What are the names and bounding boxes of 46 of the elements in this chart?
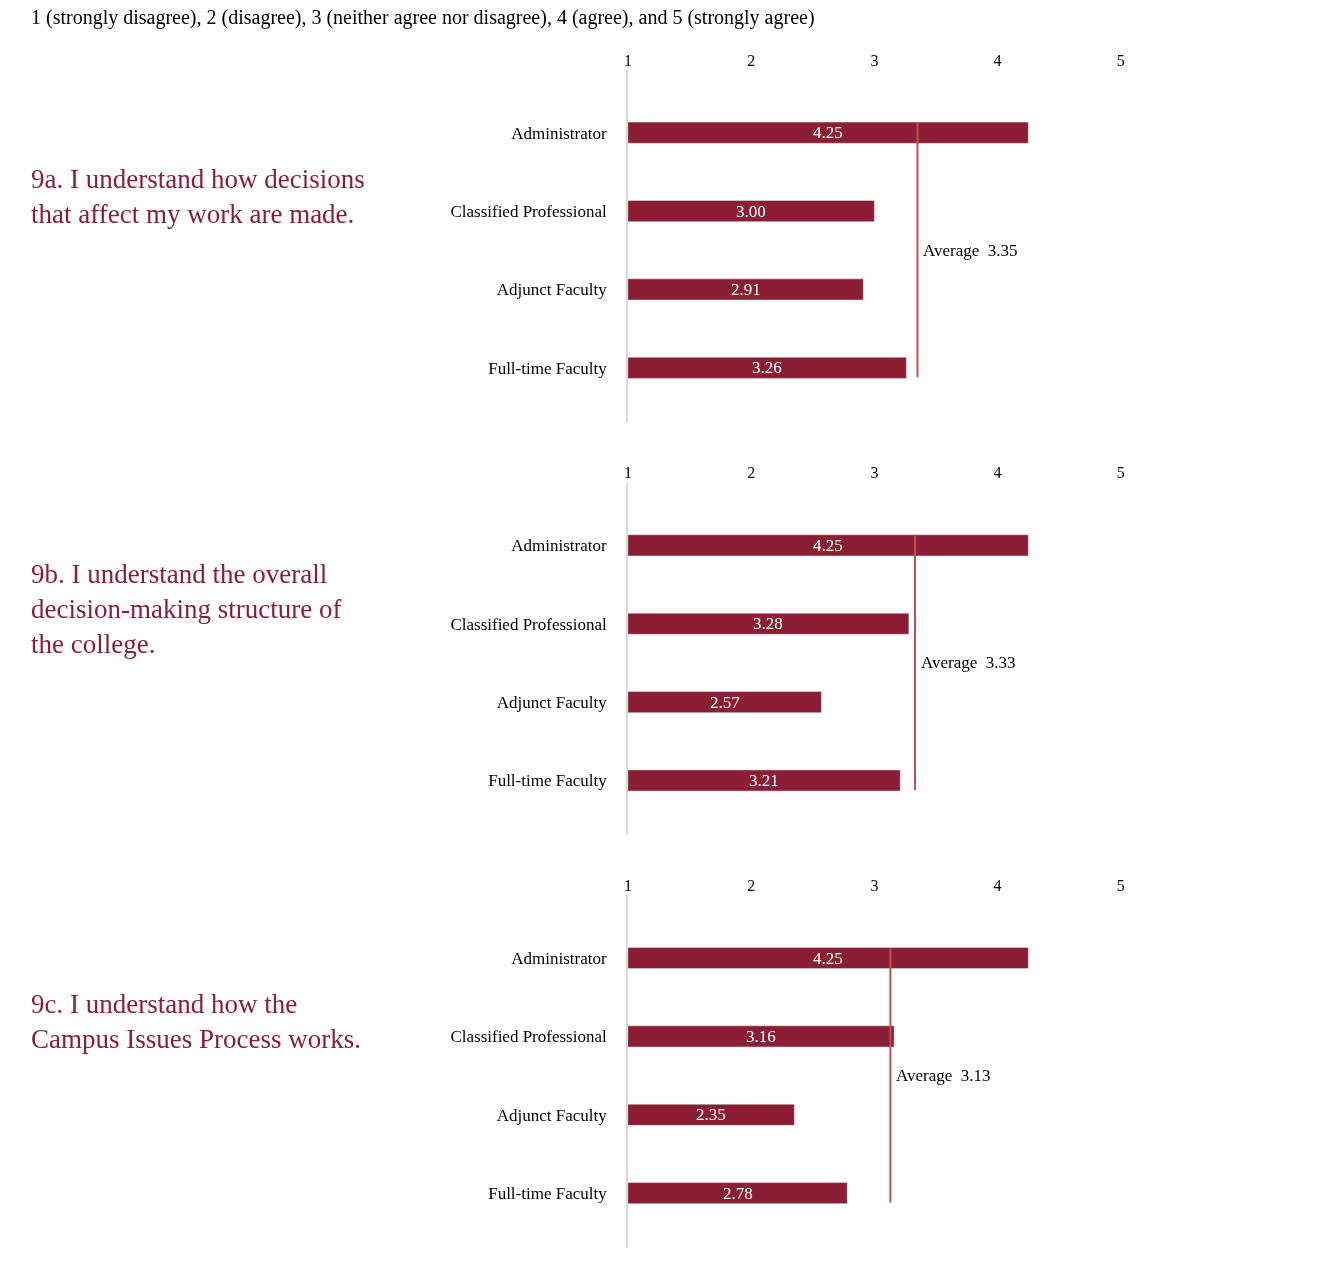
ref-line-label: Average 3.33 bbox=[921, 653, 1016, 672]
data-label: 3.16 bbox=[746, 1027, 776, 1046]
y-tick-label: Administrator bbox=[511, 123, 608, 143]
y-tick-label: Administrator bbox=[511, 536, 608, 556]
text: 9b. I understand the overall decision-making structure of the college. bbox=[31, 559, 342, 660]
y-tick-label: Adjunct Faculty bbox=[496, 1105, 608, 1125]
y-tick-label: Adjunct Faculty bbox=[496, 693, 608, 713]
x-tick-label: 1 bbox=[624, 877, 633, 895]
data-label: 3.26 bbox=[752, 358, 782, 377]
data-label: 2.57 bbox=[710, 693, 741, 712]
y-tick-label: Full-time Faculty bbox=[488, 1184, 608, 1204]
data-label: 2.78 bbox=[723, 1184, 753, 1203]
x-tick-label: 3 bbox=[870, 464, 879, 482]
x-tick-label: 1 bbox=[624, 51, 633, 69]
x-tick-label: 3 bbox=[870, 877, 879, 895]
y-tick-label: Full-time Faculty bbox=[488, 358, 608, 378]
ref-line-label: Average 3.13 bbox=[896, 1066, 991, 1085]
x-tick-label: 1 bbox=[624, 464, 633, 482]
x-tick-label: 4 bbox=[993, 51, 1002, 69]
x-tick-label: 5 bbox=[1116, 464, 1125, 482]
y-tick-label: Classified Professional bbox=[450, 1027, 607, 1047]
x-tick-label: 2 bbox=[747, 877, 756, 895]
text: 1 (strongly disagree), 2 (disagree), 3 (neither agree nor disagree), 4 (agree), and 5 (strongly agree) bbox=[31, 6, 815, 29]
x-tick-label: 2 bbox=[747, 51, 756, 69]
data-label: 2.91 bbox=[731, 280, 761, 299]
x-tick-label: 4 bbox=[993, 464, 1002, 482]
x-tick-label: 3 bbox=[870, 51, 879, 69]
y-tick-label: Full-time Faculty bbox=[488, 771, 608, 791]
y-tick-label: Classified Professional bbox=[450, 614, 607, 634]
data-label: 3.21 bbox=[749, 771, 779, 790]
x-tick-label: 5 bbox=[1116, 877, 1125, 895]
data-label: 3.28 bbox=[753, 614, 783, 633]
x-tick-label: 5 bbox=[1116, 51, 1125, 69]
data-label: 4.25 bbox=[813, 949, 843, 968]
data-label: 2.35 bbox=[696, 1105, 726, 1124]
text: 9a. I understand how decisions that affect my work are made. bbox=[31, 164, 365, 230]
y-tick-label: Administrator bbox=[511, 948, 608, 968]
y-tick-label: Adjunct Faculty bbox=[496, 280, 608, 300]
text: 9c. I understand how the Campus Issues Process works. bbox=[31, 989, 361, 1055]
x-tick-label: 2 bbox=[747, 464, 756, 482]
ref-line-label: Average 3.35 bbox=[923, 241, 1018, 260]
data-label: 4.25 bbox=[813, 123, 843, 142]
data-label: 3.00 bbox=[736, 202, 766, 221]
x-tick-label: 4 bbox=[993, 877, 1002, 895]
y-tick-label: Classified Professional bbox=[450, 202, 607, 222]
data-label: 4.25 bbox=[813, 536, 843, 555]
